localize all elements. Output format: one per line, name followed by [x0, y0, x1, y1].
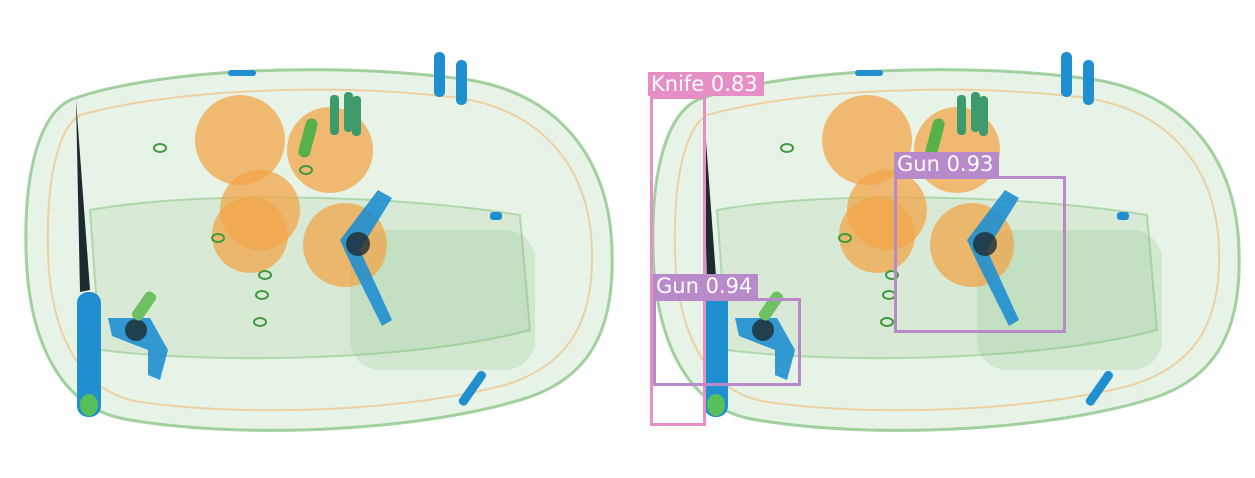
bottle [1061, 52, 1072, 97]
orange-ball [195, 95, 285, 185]
knife-tip [80, 394, 98, 416]
tube [925, 118, 945, 158]
key [855, 70, 883, 76]
revolver-1-cylinder [346, 232, 370, 256]
orange-ball [212, 197, 288, 273]
gun-detection-label-2: Gun 0.94 [653, 274, 759, 298]
clip [458, 370, 486, 406]
revolver-1 [340, 190, 392, 326]
revolver-2 [108, 318, 168, 380]
pouch [350, 230, 535, 370]
ring [838, 233, 852, 243]
small-object [490, 212, 502, 220]
ring [780, 143, 794, 153]
revolver-2 [735, 318, 795, 380]
ring [885, 270, 899, 280]
revolver-1-cylinder [973, 232, 997, 256]
knife-bounding-box [650, 96, 706, 426]
cartridge-stack [979, 96, 988, 136]
gun-bounding-box-1 [894, 176, 1066, 333]
ring [153, 143, 167, 153]
revolver-2-cylinder [125, 319, 147, 341]
gun-bounding-box-2 [653, 298, 801, 386]
knife-blade [76, 100, 90, 292]
tube [298, 118, 318, 158]
knife-tip [707, 394, 725, 416]
revolver-2-cylinder [752, 319, 774, 341]
gun-detection-label-1: Gun 0.93 [894, 152, 1000, 176]
key [228, 70, 256, 76]
bag-inner-outline [46, 88, 594, 412]
bottle [434, 52, 445, 97]
ring [299, 165, 313, 175]
cartridge-stack [957, 95, 966, 135]
knife-handle [77, 292, 101, 417]
pouch [977, 230, 1162, 370]
orange-ball [822, 95, 912, 185]
cartridge [131, 291, 157, 321]
ring [255, 290, 269, 300]
clip [1085, 370, 1113, 406]
cartridge-stack [344, 92, 353, 132]
ring [880, 317, 894, 327]
original-xray-scan [24, 52, 614, 432]
cartridge-stack [352, 96, 361, 136]
cartridge-stack [330, 95, 339, 135]
ring [211, 233, 225, 243]
ring [258, 270, 272, 280]
small-object [1117, 212, 1129, 220]
bottle [1083, 60, 1094, 105]
knife-blade [703, 100, 717, 292]
knife-detection-label: Knife 0.83 [648, 72, 764, 96]
bottle [456, 60, 467, 105]
revolver-1 [967, 190, 1019, 326]
ring [253, 317, 267, 327]
cartridge-stack [971, 92, 980, 132]
